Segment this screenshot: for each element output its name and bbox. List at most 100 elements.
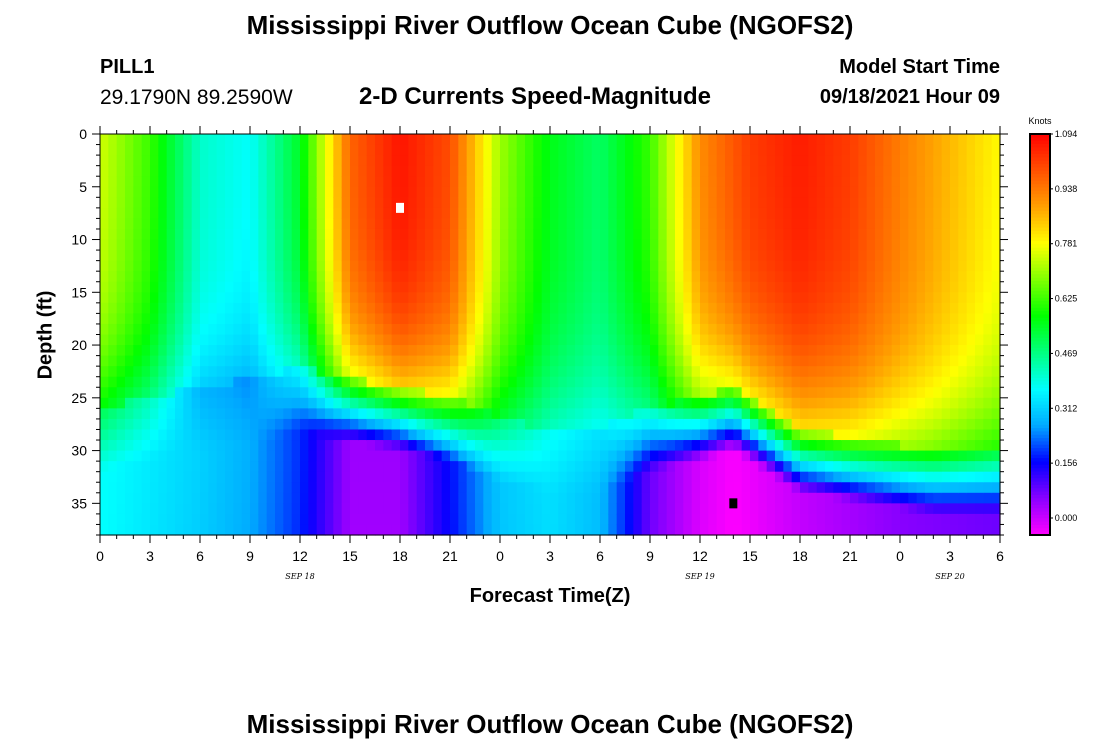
heatmap-cell — [675, 440, 684, 452]
heatmap-cell — [116, 323, 126, 336]
heatmap-cell — [333, 450, 343, 462]
heatmap-cell — [708, 450, 718, 462]
heatmap-cell — [550, 228, 559, 241]
heatmap-cell — [600, 397, 609, 409]
heatmap-cell — [916, 450, 926, 462]
heatmap-cell — [566, 176, 576, 188]
colorbar-cell — [1030, 448, 1050, 453]
heatmap-cell — [366, 176, 376, 188]
heatmap-cell — [891, 440, 901, 452]
heatmap-cell — [258, 513, 268, 526]
heatmap-cell — [483, 260, 493, 272]
heatmap-cell — [475, 503, 484, 515]
heatmap-cell — [958, 218, 968, 230]
heatmap-cell — [575, 239, 584, 251]
heatmap-cell — [333, 461, 343, 473]
heatmap-cell — [316, 260, 326, 272]
heatmap-cell — [375, 418, 384, 431]
heatmap-cell — [908, 461, 918, 473]
heatmap-cell — [366, 134, 376, 146]
heatmap-cell — [333, 228, 343, 241]
heatmap-cell — [850, 482, 859, 494]
heatmap-cell — [208, 366, 218, 378]
heatmap-cell — [366, 302, 376, 314]
heatmap-cell — [708, 345, 718, 357]
heatmap-cell — [475, 471, 484, 483]
heatmap-cell — [100, 281, 109, 293]
heatmap-cell — [466, 239, 476, 251]
heatmap-cell — [650, 418, 659, 431]
heatmap-cell — [433, 218, 443, 230]
heatmap-cell — [191, 503, 201, 515]
heatmap-cell — [483, 376, 493, 388]
heatmap-cell — [800, 471, 809, 483]
heatmap-cell — [816, 197, 826, 209]
heatmap-cell — [541, 292, 551, 304]
heatmap-cell — [900, 281, 909, 293]
heatmap-cell — [450, 323, 459, 336]
heatmap-cell — [850, 334, 859, 346]
heatmap-cell — [858, 387, 868, 399]
heatmap-cell — [525, 134, 534, 146]
heatmap-cell — [550, 334, 559, 346]
heatmap-cell — [758, 155, 768, 167]
heatmap-cell — [758, 260, 768, 272]
heatmap-cell — [250, 323, 259, 336]
heatmap-cell — [383, 260, 393, 272]
heatmap-cell — [791, 144, 801, 156]
heatmap-cell — [650, 134, 659, 146]
heatmap-cell — [741, 207, 751, 220]
heatmap-cell — [791, 524, 801, 536]
heatmap-cell — [566, 461, 576, 473]
heatmap-cell — [416, 197, 426, 209]
heatmap-cell — [416, 155, 426, 167]
heatmap-cell — [133, 239, 143, 251]
heatmap-cell — [733, 429, 743, 441]
heatmap-cell — [933, 461, 943, 473]
heatmap-cell — [158, 250, 168, 262]
heatmap-cell — [175, 207, 184, 220]
heatmap-cell — [808, 366, 818, 378]
heatmap-cell — [183, 323, 193, 336]
heatmap-cell — [375, 471, 384, 483]
heatmap-cell — [416, 482, 426, 494]
heatmap-cell — [108, 397, 118, 409]
heatmap-cell — [558, 313, 568, 325]
heatmap-cell — [241, 323, 251, 336]
heatmap-cell — [191, 408, 201, 420]
heatmap-cell — [658, 250, 668, 262]
heatmap-cell — [166, 302, 176, 314]
heatmap-cell — [683, 366, 693, 378]
heatmap-cell — [458, 366, 468, 378]
heatmap-cell — [333, 482, 343, 494]
heatmap-cell — [258, 408, 268, 420]
heatmap-cell — [375, 334, 384, 346]
heatmap-cell — [583, 334, 593, 346]
heatmap-cell — [608, 471, 618, 483]
heatmap-cell — [508, 176, 518, 188]
heatmap-cell — [925, 176, 934, 188]
heatmap-cell — [975, 471, 984, 483]
heatmap-cell — [516, 355, 526, 367]
heatmap-cell — [375, 271, 384, 283]
heatmap-cell — [708, 323, 718, 336]
heatmap-cell — [941, 228, 951, 241]
heatmap-cell — [525, 524, 534, 536]
heatmap-cell — [841, 355, 851, 367]
heatmap-cell — [600, 197, 609, 209]
heatmap-cell — [291, 503, 301, 515]
heatmap-cell — [650, 408, 659, 420]
heatmap-cell — [266, 239, 276, 251]
heatmap-cell — [941, 207, 951, 220]
heatmap-cell — [808, 323, 818, 336]
heatmap-cell — [991, 461, 1001, 473]
heatmap-cell — [458, 207, 468, 220]
heatmap-cell — [958, 450, 968, 462]
heatmap-cell — [441, 482, 451, 494]
heatmap-cell — [950, 218, 959, 230]
heatmap-cell — [216, 376, 226, 388]
heatmap-cell — [133, 134, 143, 146]
heatmap-cell — [116, 450, 126, 462]
heatmap-cell — [208, 197, 218, 209]
x-tick-label: 15 — [742, 548, 758, 564]
